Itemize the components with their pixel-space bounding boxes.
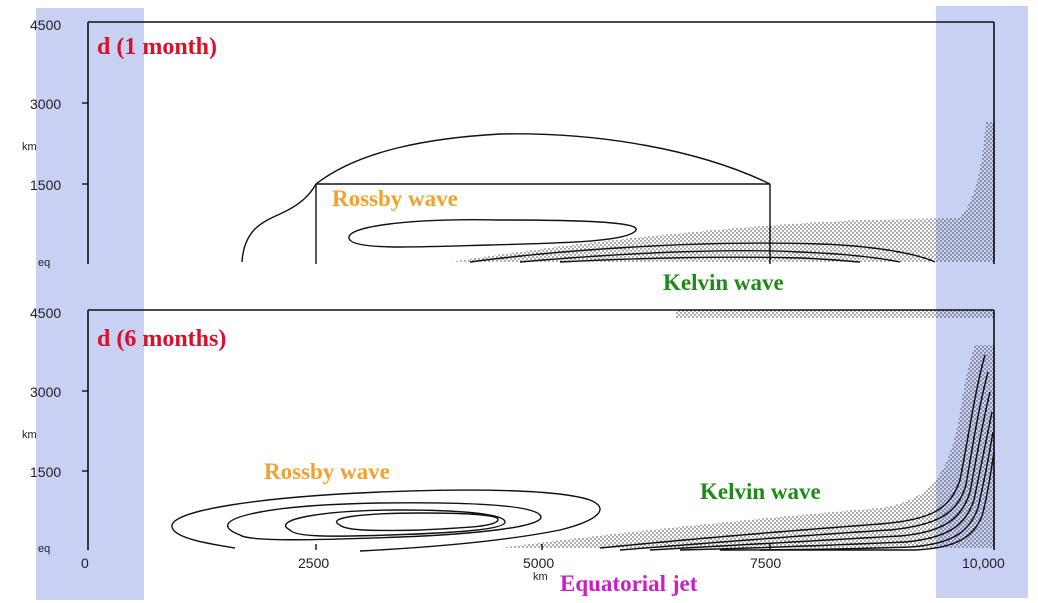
stipple-region-top bbox=[450, 122, 995, 262]
x-tick-label-0: 0 bbox=[81, 555, 89, 571]
y-tick-label-bottom-3000: 3000 bbox=[30, 384, 61, 400]
x-tick-label-5000: 5000 bbox=[523, 555, 554, 571]
panel-label-bottom: d (6 months) bbox=[97, 326, 227, 352]
contours-top bbox=[241, 133, 936, 264]
y-tick-label-top-eq: eq bbox=[38, 257, 50, 269]
y-tick-label-top-1500: 1500 bbox=[30, 177, 61, 193]
kelvin-contours-bottom bbox=[599, 354, 995, 551]
stipple-band-top-bottom bbox=[676, 310, 994, 318]
kelvin-wave-label-bottom: Kelvin wave bbox=[700, 479, 821, 504]
panel-bottom: 4500 3000 km 1500 eq 0 2500 5000 km 7500… bbox=[22, 305, 1005, 583]
x-tick-label-7500: 7500 bbox=[750, 555, 781, 571]
y-tick-label-bottom-4500: 4500 bbox=[30, 305, 61, 321]
y-tick-label-bottom-eq: eq bbox=[38, 543, 50, 555]
panel-label-top: d (1 month) bbox=[97, 34, 218, 60]
y-ticks-top bbox=[82, 102, 88, 185]
rossby-wave-label-bottom: Rossby wave bbox=[264, 459, 390, 484]
y-unit-label-bottom: km bbox=[22, 429, 37, 441]
equatorial-jet-label: Equatorial jet bbox=[560, 571, 698, 596]
stipple-region-bottom bbox=[500, 345, 995, 548]
x-tick-label-2500: 2500 bbox=[298, 555, 329, 571]
y-unit-label-top: km bbox=[22, 141, 37, 153]
panel-top: 4500 3000 km 1500 eq bbox=[22, 17, 995, 269]
kelvin-wave-label-top: Kelvin wave bbox=[663, 270, 784, 295]
y-tick-label-bottom-1500: 1500 bbox=[30, 464, 61, 480]
x-tick-label-10000: 10,000 bbox=[962, 555, 1005, 571]
frame-bottom bbox=[87, 309, 995, 550]
frame-top bbox=[87, 21, 995, 264]
y-tick-label-top-4500: 4500 bbox=[30, 17, 61, 33]
western-boundary-band bbox=[36, 8, 144, 600]
y-tick-label-top-3000: 3000 bbox=[30, 96, 61, 112]
rossby-wave-label-top: Rossby wave bbox=[332, 186, 458, 211]
x-unit-label: km bbox=[533, 571, 548, 583]
y-ticks-bottom bbox=[82, 390, 88, 472]
rossby-contours-bottom bbox=[171, 489, 601, 552]
